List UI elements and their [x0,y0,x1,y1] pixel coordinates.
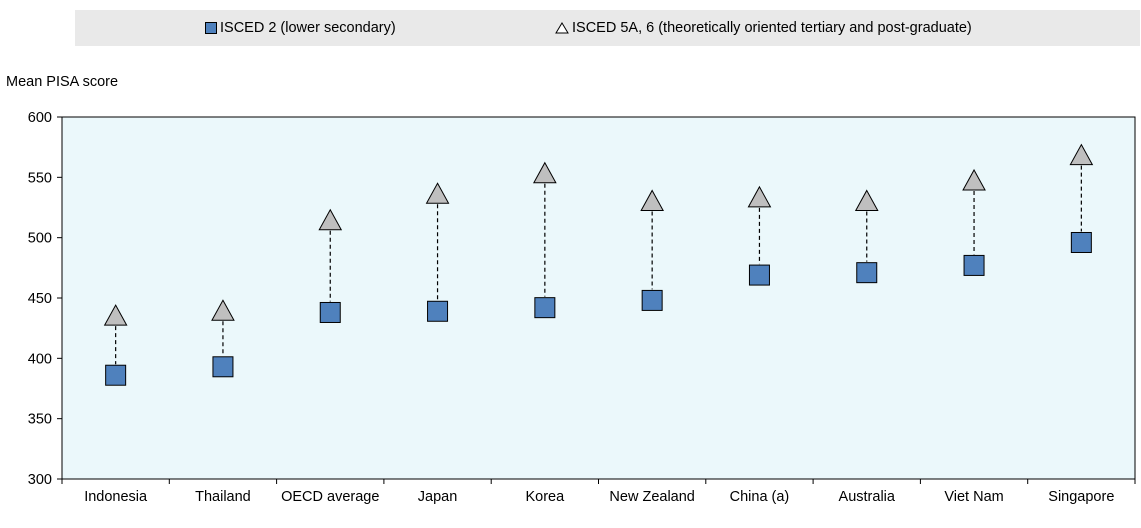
y-tick-label: 500 [28,231,52,247]
tertiary-point [103,304,128,326]
legend-label-isced5a6: ISCED 5A, 6 (theoretically oriented tert… [572,20,972,36]
x-tick-label: Japan [418,489,458,505]
legend-label-isced2: ISCED 2 (lower secondary) [220,20,396,36]
x-tick-label: Thailand [195,489,251,505]
lower-secondary-point [427,300,449,322]
tertiary-point [747,185,772,208]
legend: ISCED 2 (lower secondary) ISCED 5A, 6 (t… [75,10,1140,46]
lower-secondary-point [748,264,770,286]
legend-item-isced5a6: ISCED 5A, 6 (theoretically oriented tert… [555,10,972,46]
tertiary-point [318,208,343,231]
x-tick-label: New Zealand [609,489,694,505]
x-tick-label: Australia [839,489,896,505]
x-tick-label: Indonesia [84,489,148,505]
tertiary-point [854,189,879,211]
lower-secondary-point [319,301,341,323]
lower-secondary-point [1070,231,1092,253]
y-tick-label: 400 [28,351,52,367]
y-tick-label: 300 [28,472,52,488]
y-tick-label: 600 [28,110,52,126]
tertiary-point [962,168,986,191]
x-tick-label: China (a) [730,489,790,505]
x-tick-label: Viet Nam [944,489,1003,505]
lower-secondary-point [963,254,985,276]
tertiary-point [640,189,664,211]
lower-secondary-point [641,289,663,311]
tertiary-point [533,161,557,184]
lower-secondary-point [856,262,878,284]
legend-item-isced2: ISCED 2 (lower secondary) [205,10,396,46]
y-tick-label: 350 [28,412,52,428]
tertiary-point [1069,143,1094,166]
lower-secondary-point [212,356,234,378]
legend-square-marker-icon [205,22,217,34]
plot-area [61,116,1136,480]
lower-secondary-point [534,297,556,319]
x-tick-label: OECD average [281,489,379,505]
y-axis-label: Mean PISA score [6,74,119,90]
tertiary-point [211,299,235,321]
legend-triangle-marker-icon [555,22,569,34]
y-tick-label: 550 [28,170,52,186]
x-tick-label: Singapore [1048,489,1114,505]
tertiary-point [425,182,450,204]
y-tick-label: 450 [28,291,52,307]
lower-secondary-point [105,364,127,386]
x-tick-label: Korea [525,489,565,505]
